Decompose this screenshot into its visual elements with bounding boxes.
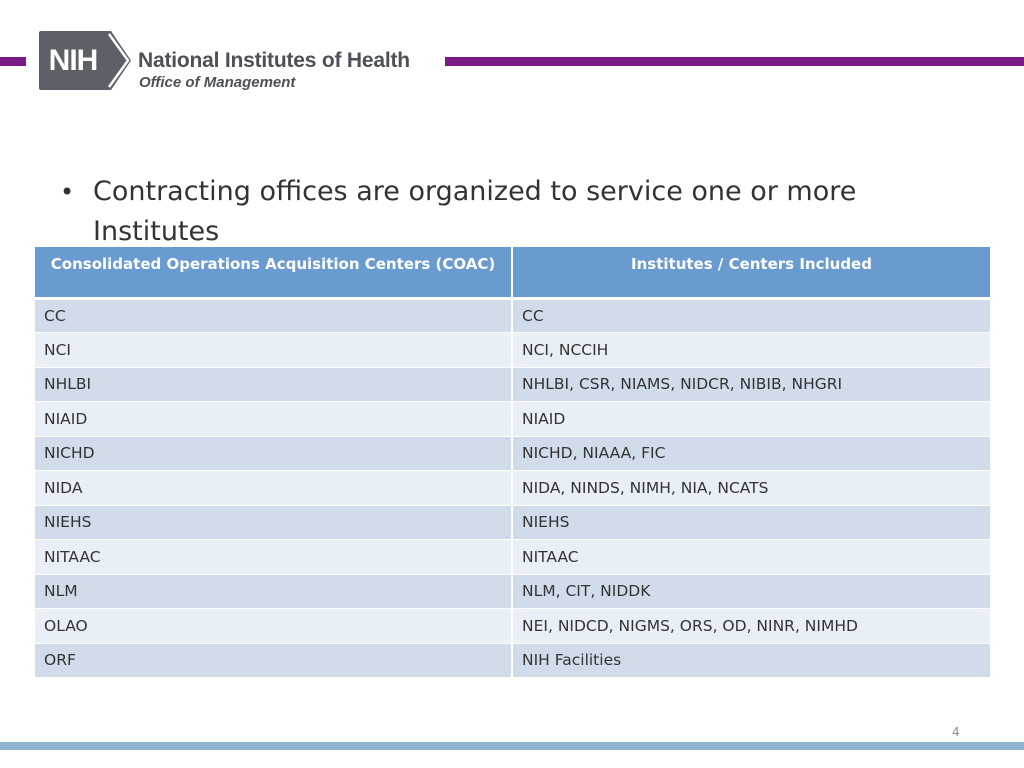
table-body: CC CC NCI NCI, NCCIH NHLBI NHLBI, CSR, NIAMS,… xyxy=(35,298,990,678)
table-row: ORF NIH Facilities xyxy=(35,643,990,678)
table-row: NICHD NICHD, NIAAA, FIC xyxy=(35,436,990,471)
cell-coac: NIDA xyxy=(35,470,513,506)
cell-coac: NHLBI xyxy=(35,367,513,402)
cell-coac: CC xyxy=(35,298,513,333)
table-row: NIDA NIDA, NINDS, NIMH, NIA, NCATS xyxy=(35,470,990,506)
cell-coac: ORF xyxy=(35,643,513,678)
nih-logo: NIH xyxy=(39,31,107,90)
cell-coac: NIAID xyxy=(35,401,513,437)
cell-coac: NICHD xyxy=(35,436,513,471)
cell-coac: NLM xyxy=(35,574,513,609)
cell-institutes: NIEHS xyxy=(512,505,990,540)
footer-accent-bar xyxy=(0,742,1024,750)
header-accent-bar-left xyxy=(0,57,26,66)
org-name: National Institutes of Health xyxy=(138,49,410,72)
page-number: 4 xyxy=(952,725,960,739)
cell-coac: NITAAC xyxy=(35,539,513,575)
cell-institutes: NCI, NCCIH xyxy=(512,332,990,368)
nih-logo-text: NIH xyxy=(48,43,99,77)
cell-coac: OLAO xyxy=(35,608,513,644)
cell-institutes: NHLBI, CSR, NIAMS, NIDCR, NIBIB, NHGRI xyxy=(512,367,990,402)
table-row: OLAO NEI, NIDCD, NIGMS, ORS, OD, NINR, NI… xyxy=(35,608,990,644)
table-row: NCI NCI, NCCIH xyxy=(35,332,990,368)
logo-chevron-icon xyxy=(103,31,131,90)
cell-institutes: CC xyxy=(512,298,990,333)
table-row: NLM NLM, CIT, NIDDK xyxy=(35,574,990,609)
cell-institutes: NITAAC xyxy=(512,539,990,575)
column-header-coac: Consolidated Operations Acquisition Cent… xyxy=(35,247,513,300)
bullet-text: Contracting offices are organized to ser… xyxy=(93,176,857,247)
header-accent-bar-right xyxy=(445,57,1024,66)
table-row: NHLBI NHLBI, CSR, NIAMS, NIDCR, NIBIB, NH… xyxy=(35,367,990,402)
bullet-point: • Contracting offices are organized to s… xyxy=(60,172,920,252)
office-name: Office of Management xyxy=(139,74,296,91)
table-row: CC CC xyxy=(35,298,990,333)
cell-coac: NIEHS xyxy=(35,505,513,540)
table-header-row: Consolidated Operations Acquisition Cent… xyxy=(35,247,990,300)
cell-institutes: NEI, NIDCD, NIGMS, ORS, OD, NINR, NIMHD xyxy=(512,608,990,644)
cell-institutes: NICHD, NIAAA, FIC xyxy=(512,436,990,471)
cell-institutes: NIH Facilities xyxy=(512,643,990,678)
table-row: NIEHS NIEHS xyxy=(35,505,990,540)
cell-institutes: NLM, CIT, NIDDK xyxy=(512,574,990,609)
table-row: NITAAC NITAAC xyxy=(35,539,990,575)
cell-institutes: NIDA, NINDS, NIMH, NIA, NCATS xyxy=(512,470,990,506)
cell-coac: NCI xyxy=(35,332,513,368)
table-row: NIAID NIAID xyxy=(35,401,990,437)
cell-institutes: NIAID xyxy=(512,401,990,437)
bullet-dot-icon: • xyxy=(60,178,75,206)
column-header-institutes: Institutes / Centers Included xyxy=(512,247,990,300)
coac-table: Consolidated Operations Acquisition Cent… xyxy=(35,247,990,678)
